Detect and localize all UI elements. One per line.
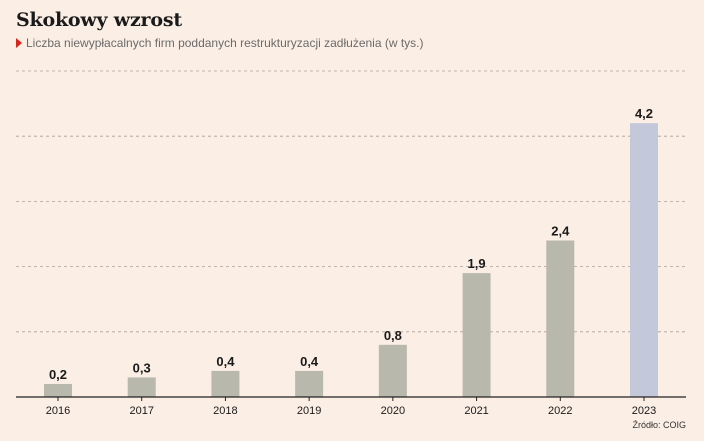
x-tick-label: 2016 — [46, 405, 70, 417]
x-tick-label: 2017 — [129, 405, 153, 417]
data-label: 0,8 — [384, 328, 402, 343]
red-triangle-icon — [16, 38, 22, 48]
bar — [127, 377, 156, 397]
chart-title: Skokowy wzrost — [16, 9, 182, 31]
data-label: 0,3 — [133, 360, 151, 375]
bar — [462, 273, 491, 397]
data-label: 0,4 — [216, 354, 235, 369]
data-label: 2,4 — [551, 224, 570, 239]
data-label: 0,2 — [49, 367, 67, 382]
bar — [211, 370, 240, 397]
data-label: 0,4 — [300, 354, 319, 369]
x-tick-label: 2023 — [632, 405, 656, 417]
data-label: 1,9 — [468, 256, 486, 271]
bar — [378, 344, 407, 397]
bar — [44, 383, 72, 397]
x-tick-label: 2020 — [381, 405, 405, 417]
subtitle-text: Liczba niewypłacalnych firm poddanych re… — [26, 36, 424, 50]
bar — [295, 370, 324, 397]
x-tick-label: 2021 — [464, 405, 488, 417]
x-tick-label: 2018 — [213, 405, 237, 417]
chart-subtitle: Liczba niewypłacalnych firm poddanych re… — [16, 36, 424, 50]
x-tick-label: 2019 — [297, 405, 321, 417]
data-label: 4,2 — [635, 106, 653, 121]
source-note: Źródło: COIG — [632, 420, 686, 430]
bar — [630, 123, 658, 397]
bar — [546, 240, 575, 397]
x-tick-label: 2022 — [548, 405, 572, 417]
